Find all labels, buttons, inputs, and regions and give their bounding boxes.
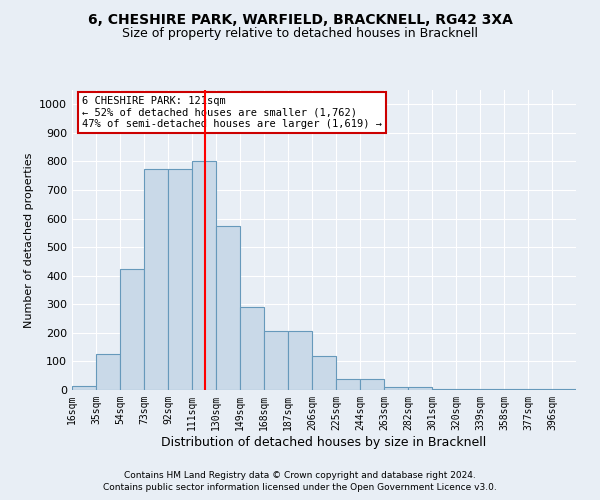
Text: Contains public sector information licensed under the Open Government Licence v3: Contains public sector information licen… bbox=[103, 484, 497, 492]
Bar bbox=[480, 388, 504, 390]
Bar bbox=[120, 268, 144, 390]
Text: 6, CHESHIRE PARK, WARFIELD, BRACKNELL, RG42 3XA: 6, CHESHIRE PARK, WARFIELD, BRACKNELL, R… bbox=[88, 12, 512, 26]
Bar bbox=[96, 354, 120, 390]
Bar bbox=[432, 388, 456, 390]
X-axis label: Distribution of detached houses by size in Bracknell: Distribution of detached houses by size … bbox=[161, 436, 487, 448]
Bar bbox=[240, 307, 264, 390]
Text: 6 CHESHIRE PARK: 121sqm
← 52% of detached houses are smaller (1,762)
47% of semi: 6 CHESHIRE PARK: 121sqm ← 52% of detache… bbox=[82, 96, 382, 129]
Bar bbox=[528, 388, 552, 390]
Text: Contains HM Land Registry data © Crown copyright and database right 2024.: Contains HM Land Registry data © Crown c… bbox=[124, 471, 476, 480]
Bar bbox=[384, 386, 408, 390]
Bar bbox=[408, 387, 432, 390]
Bar bbox=[192, 162, 216, 390]
Bar bbox=[312, 356, 336, 390]
Y-axis label: Number of detached properties: Number of detached properties bbox=[23, 152, 34, 328]
Bar bbox=[552, 388, 576, 390]
Bar bbox=[264, 332, 288, 390]
Bar bbox=[216, 226, 240, 390]
Text: Size of property relative to detached houses in Bracknell: Size of property relative to detached ho… bbox=[122, 28, 478, 40]
Bar bbox=[456, 388, 480, 390]
Bar bbox=[168, 168, 192, 390]
Bar bbox=[504, 388, 528, 390]
Bar bbox=[144, 168, 168, 390]
Bar bbox=[336, 378, 360, 390]
Bar bbox=[72, 386, 96, 390]
Bar bbox=[288, 332, 312, 390]
Bar bbox=[360, 378, 384, 390]
